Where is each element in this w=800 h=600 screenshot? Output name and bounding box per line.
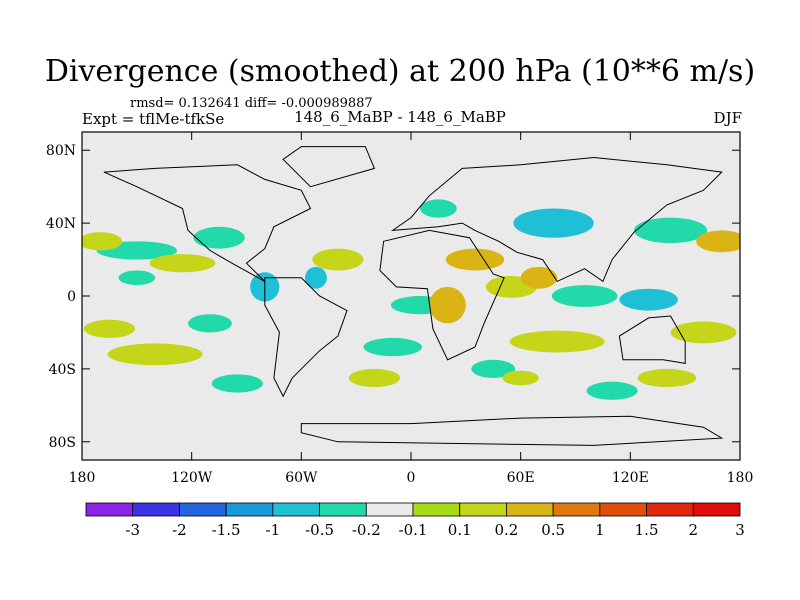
field-layer — [82, 146, 740, 446]
field-region-13 — [211, 374, 263, 393]
x-tick-label-2: 60W — [285, 470, 318, 486]
x-tick-label-6: 180 — [727, 470, 754, 486]
colorbar-swatch-13 — [692, 502, 741, 517]
colorbar-swatch-0 — [85, 502, 134, 517]
colorbar-label-9: 0.5 — [541, 521, 565, 539]
colorbar-label-10: 1 — [595, 521, 605, 539]
colorbar-label-13: 3 — [735, 521, 745, 539]
colorbar-label-7: 0.1 — [448, 521, 472, 539]
colorbar-label-2: -1.5 — [212, 521, 241, 539]
field-region-25 — [429, 286, 466, 324]
field-region-2 — [118, 270, 156, 286]
field-region-29 — [348, 368, 401, 388]
x-tick-label-0: 180 — [69, 470, 96, 486]
colorbar-label-6: -0.1 — [399, 521, 428, 539]
field-region-23 — [107, 343, 203, 366]
field-region-16 — [82, 232, 123, 251]
colorbar-label-3: -1 — [266, 521, 281, 539]
field-region-18 — [312, 248, 364, 271]
x-tick-label-1: 120W — [171, 470, 213, 486]
continent-outline-2 — [379, 229, 505, 361]
field-region-5 — [420, 199, 457, 218]
colorbar-swatch-6 — [365, 502, 414, 517]
colorbar-label-8: 0.2 — [494, 521, 518, 539]
field-region-14 — [471, 359, 516, 378]
y-tick-label-2: 0 — [67, 289, 76, 305]
continent-outline-4 — [618, 315, 686, 364]
season-label: DJF — [713, 109, 742, 127]
field-region-15 — [586, 381, 638, 400]
continent-outline-6 — [300, 415, 724, 446]
colorbar-label-5: -0.2 — [352, 521, 381, 539]
field-region-12 — [188, 314, 232, 333]
chart-title: Divergence (smoothed) at 200 hPa (10**6 … — [44, 54, 756, 89]
continent-outline-5 — [282, 146, 376, 188]
colorbar-swatch-4 — [272, 502, 320, 517]
colorbar-swatch-5 — [319, 502, 367, 517]
field-region-24 — [83, 319, 136, 338]
colorbar-swatch-1 — [132, 502, 180, 517]
field-region-11 — [363, 337, 422, 357]
field-region-22 — [696, 230, 740, 253]
y-tick-label-3: 40S — [49, 362, 76, 378]
y-tick-label-4: 80S — [49, 435, 76, 451]
colorbar-label-11: 1.5 — [635, 521, 659, 539]
field-region-19 — [445, 248, 505, 271]
colorbar-label-0: -3 — [125, 521, 140, 539]
y-tick-label-0: 80N — [46, 143, 76, 159]
x-tick-label-5: 120E — [612, 470, 649, 486]
field-region-7 — [633, 217, 708, 244]
colorbar-swatch-7 — [412, 502, 461, 517]
continent-outline-0 — [103, 164, 312, 282]
case-label: 148_6_MaBP - 148_6_MaBP — [294, 108, 506, 126]
colorbar-swatch-3 — [225, 502, 274, 517]
field-region-8 — [551, 285, 618, 307]
field-region-9 — [619, 288, 678, 311]
colorbar-swatch-9 — [506, 502, 554, 517]
colorbar-label-4: -0.5 — [305, 521, 334, 539]
field-region-21 — [520, 266, 558, 289]
colorbar-swatch-2 — [179, 502, 227, 517]
x-tick-label-4: 60E — [507, 470, 535, 486]
field-region-30 — [502, 370, 539, 386]
field-region-4 — [304, 266, 327, 289]
experiment-label: Expt = tflMe-tfkSe — [82, 110, 225, 128]
colorbar-label-12: 2 — [689, 521, 699, 539]
rmsd-diff-stats: rmsd= 0.132641 diff= -0.000989887 — [130, 96, 373, 111]
field-region-26 — [509, 330, 605, 353]
field-region-27 — [670, 321, 737, 344]
field-region-6 — [513, 208, 594, 238]
field-region-28 — [637, 368, 697, 388]
colorbar-swatch-10 — [552, 502, 601, 517]
continent-outline-3 — [390, 156, 723, 283]
field-region-17 — [149, 254, 216, 273]
colorbar-swatch-12 — [646, 502, 694, 517]
continent-outline-1 — [264, 277, 348, 398]
field-region-1 — [193, 226, 245, 249]
x-tick-label-3: 0 — [407, 470, 416, 486]
colorbar-swatch-8 — [459, 502, 507, 517]
colorbar-label-1: -2 — [172, 521, 187, 539]
y-tick-label-1: 40N — [46, 216, 76, 232]
colorbar-swatch-11 — [599, 502, 647, 517]
